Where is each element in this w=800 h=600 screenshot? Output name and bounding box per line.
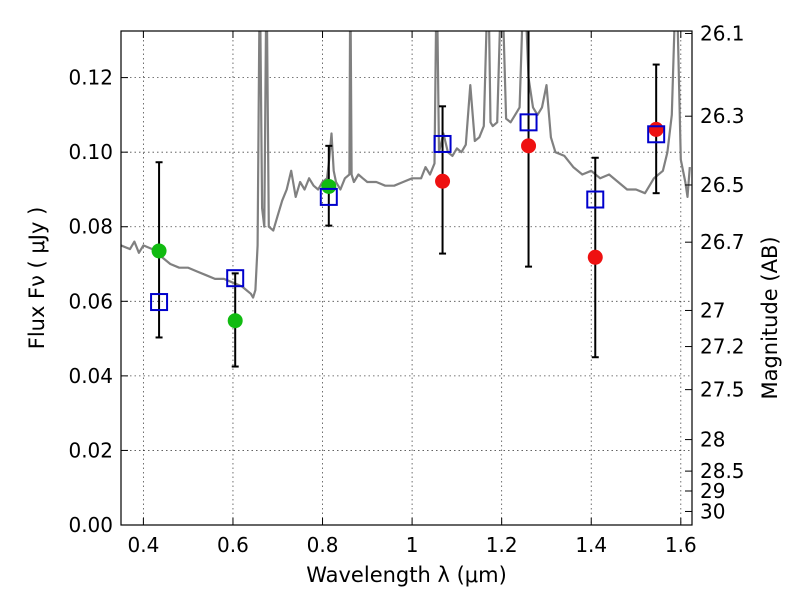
observed-point-red [435, 173, 451, 189]
x-tick-label: 0.6 [217, 533, 249, 557]
y-axis-label-text: Flux Fν ( μJy ) [25, 207, 49, 350]
observed-point-red [648, 121, 664, 137]
x-tick-label: 0.8 [307, 533, 339, 557]
y-tick-label: 0.02 [68, 438, 113, 462]
x-tick-label: 1.2 [486, 533, 518, 557]
x-tick-label: 1.6 [665, 533, 697, 557]
y2-tick-label: 26.5 [700, 173, 745, 197]
plot-frame [120, 30, 693, 526]
x-axis-label: Wavelength λ (μm) [306, 563, 507, 587]
plot-background [121, 31, 692, 525]
points-layer [150, 113, 666, 329]
model-square [647, 125, 666, 144]
y2-tick-label: 27.5 [700, 378, 745, 402]
y-tick-label: 0.12 [68, 66, 113, 90]
model-square [150, 293, 169, 312]
observed-point-green [321, 178, 337, 194]
y-tick-label: 0.00 [68, 513, 113, 537]
y-axis-label: Flux Fν ( μJy ) [25, 207, 49, 350]
y2-tick-label: 26.1 [700, 22, 745, 46]
y-tick-label: 0.04 [68, 364, 113, 388]
y2-tick-label: 26.3 [700, 104, 745, 128]
y-tick-label: 0.10 [68, 140, 113, 164]
y2-tick-label: 29 [700, 479, 725, 503]
y2-tick-label: 30 [700, 499, 725, 523]
model-square [586, 190, 605, 209]
x-axis-label-text: Wavelength λ (μm) [306, 563, 507, 587]
y2-tick-label: 28 [700, 428, 725, 452]
observed-point-green [151, 243, 167, 259]
model-square [226, 269, 245, 288]
spectrum-layer [121, 31, 691, 299]
y2-axis-label-text: Magnitude (AB) [758, 236, 782, 399]
observed-point-green [227, 313, 243, 329]
model-square [519, 113, 538, 132]
x-tick-label: 1.4 [575, 533, 607, 557]
spectrum-line [121, 31, 691, 299]
model-square [433, 134, 452, 153]
observed-point-red [587, 249, 603, 265]
y2-tick-label: 26.7 [700, 230, 745, 254]
observed-point-red [521, 138, 537, 154]
x-tick-label: 0.4 [127, 533, 159, 557]
y-tick-label: 0.08 [68, 215, 113, 239]
y2-tick-label: 27 [700, 298, 725, 322]
y2-tick-label: 28.5 [700, 459, 745, 483]
model-square [319, 187, 338, 206]
y2-tick-label: 27.2 [700, 335, 745, 359]
y2-axis-label: Magnitude (AB) [758, 236, 782, 399]
ticks-layer: 0.4 0.6 0.8 1 1.2 1.4 1.6 0.00 0.02 0.04 0.06 0.08 0… [68, 22, 744, 557]
y-tick-label: 0.06 [68, 289, 113, 313]
x-tick-label: 1 [406, 533, 419, 557]
